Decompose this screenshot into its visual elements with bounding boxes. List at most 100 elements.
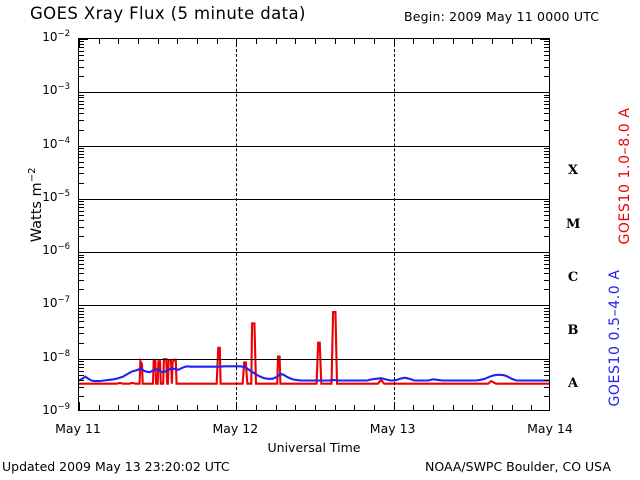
y-axis-minor-tick [544, 204, 549, 206]
y-axis-minor-tick [79, 47, 84, 49]
x-tick-label-may-11: May 11 [55, 421, 101, 436]
y-axis-major-tick [540, 92, 549, 94]
y-axis-minor-tick [79, 157, 84, 159]
flare-class-x: X [567, 163, 579, 179]
y-axis-major-tick [540, 145, 549, 147]
x-axis-major-tick [79, 39, 80, 47]
x-axis-minor-tick [472, 39, 474, 44]
y-axis-minor-tick [544, 55, 549, 57]
y-axis-minor-tick [79, 55, 84, 57]
y-axis-minor-tick [544, 113, 549, 115]
y-axis-major-tick [79, 145, 88, 147]
y-tick-label-1e-2: 10−2 [42, 29, 70, 44]
x-axis-minor-tick [472, 405, 474, 410]
x-axis-major-tick [79, 402, 80, 410]
x-axis-minor-tick [98, 39, 100, 44]
y-axis-minor-tick [79, 66, 84, 68]
x-axis-minor-tick [138, 39, 139, 44]
day-boundary-gridline [236, 39, 238, 410]
x-axis-minor-tick [216, 405, 218, 410]
x-tick-label-may-14: May 14 [527, 421, 573, 436]
y-axis-minor-tick [544, 226, 549, 228]
y-axis-minor-tick [544, 395, 549, 397]
horizontal-gridline [79, 92, 549, 94]
y-tick-label-1e-6: 10−6 [42, 242, 70, 258]
y-axis-minor-tick [544, 289, 549, 291]
y-axis-major-tick [540, 39, 549, 40]
y-axis-minor-tick [544, 310, 549, 312]
y-axis-minor-tick [544, 153, 549, 155]
x-axis-minor-tick [118, 39, 120, 44]
y-axis-minor-tick [544, 374, 549, 376]
y-axis-minor-tick [544, 317, 549, 319]
flare-class-m: M [566, 216, 581, 232]
y-axis-minor-tick [544, 370, 549, 372]
y-axis-minor-tick [79, 108, 84, 110]
y-axis-minor-tick [544, 386, 549, 388]
horizontal-gridline [79, 252, 549, 254]
y-axis-minor-tick [544, 254, 549, 256]
y-axis-minor-tick [79, 201, 84, 203]
y-axis-minor-tick [79, 161, 84, 163]
y-axis-minor-tick [544, 207, 549, 209]
y-axis-minor-tick [544, 321, 549, 323]
y-axis-minor-tick [79, 379, 84, 381]
y-axis-minor-tick [79, 220, 84, 222]
y-axis-major-tick [540, 252, 549, 254]
x-axis-minor-tick [315, 405, 316, 410]
page-title: GOES Xray Flux (5 minute data) [30, 4, 306, 23]
y-axis-minor-tick [544, 263, 549, 265]
x-axis-minor-tick [295, 39, 297, 44]
y-axis-minor-tick [544, 326, 549, 328]
y-axis-minor-tick [544, 66, 549, 68]
y-axis-minor-tick [544, 100, 549, 102]
x-axis-minor-tick [531, 39, 533, 44]
x-axis-minor-tick [354, 405, 356, 410]
y-axis-minor-tick [79, 289, 84, 291]
x-axis-major-tick [236, 402, 238, 410]
y-axis-minor-tick [544, 108, 549, 110]
y-axis-minor-tick [79, 260, 84, 262]
y-axis-minor-tick [79, 363, 84, 365]
x-axis-minor-tick [531, 405, 533, 410]
y-axis-minor-tick [79, 342, 84, 344]
y-axis-minor-tick [79, 374, 84, 376]
x-axis-minor-tick [433, 39, 434, 44]
x-axis-minor-tick [157, 405, 159, 410]
trace-long [79, 311, 549, 385]
x-axis-minor-tick [118, 405, 120, 410]
trace-short [79, 365, 549, 383]
y-axis-minor-tick [544, 273, 549, 275]
y-axis-minor-tick [79, 214, 84, 216]
x-axis-minor-tick [374, 39, 375, 44]
x-axis-minor-tick [511, 405, 513, 410]
y-axis-major-tick [79, 305, 88, 307]
x-tick-label-may-12: May 12 [212, 421, 259, 436]
begin-time-label: Begin: 2009 May 11 0000 UTC [404, 9, 600, 24]
y-axis-minor-tick [544, 76, 549, 78]
x-axis-minor-tick [216, 39, 218, 44]
y-axis-minor-tick [544, 120, 549, 122]
y-tick-label-1e-3: 10−3 [42, 82, 70, 98]
y-axis-minor-tick [544, 182, 549, 184]
y-axis-minor-tick [79, 44, 84, 46]
y-axis-minor-tick [544, 361, 549, 363]
x-axis-minor-tick [374, 405, 375, 410]
horizontal-gridline [79, 198, 549, 200]
y-axis-minor-tick [544, 280, 549, 281]
y-axis-minor-tick [544, 47, 549, 49]
y-axis-minor-tick [544, 129, 549, 131]
y-axis-minor-tick [79, 263, 84, 265]
y-axis-minor-tick [79, 60, 84, 62]
y-axis-minor-tick [79, 361, 84, 363]
x-axis-minor-tick [334, 39, 336, 44]
y-axis-minor-tick [79, 129, 84, 131]
y-axis-minor-tick [544, 97, 549, 99]
y-axis-minor-tick [79, 94, 84, 96]
x-axis-minor-tick [177, 39, 179, 44]
x-axis-major-tick [393, 402, 395, 410]
footer-updated-text: Updated 2009 May 13 23:20:02 UTC [2, 459, 230, 474]
y-tick-label-1e-5: 10−5 [42, 188, 70, 204]
day-boundary-gridline [393, 39, 395, 410]
y-axis-major-tick [79, 252, 88, 254]
